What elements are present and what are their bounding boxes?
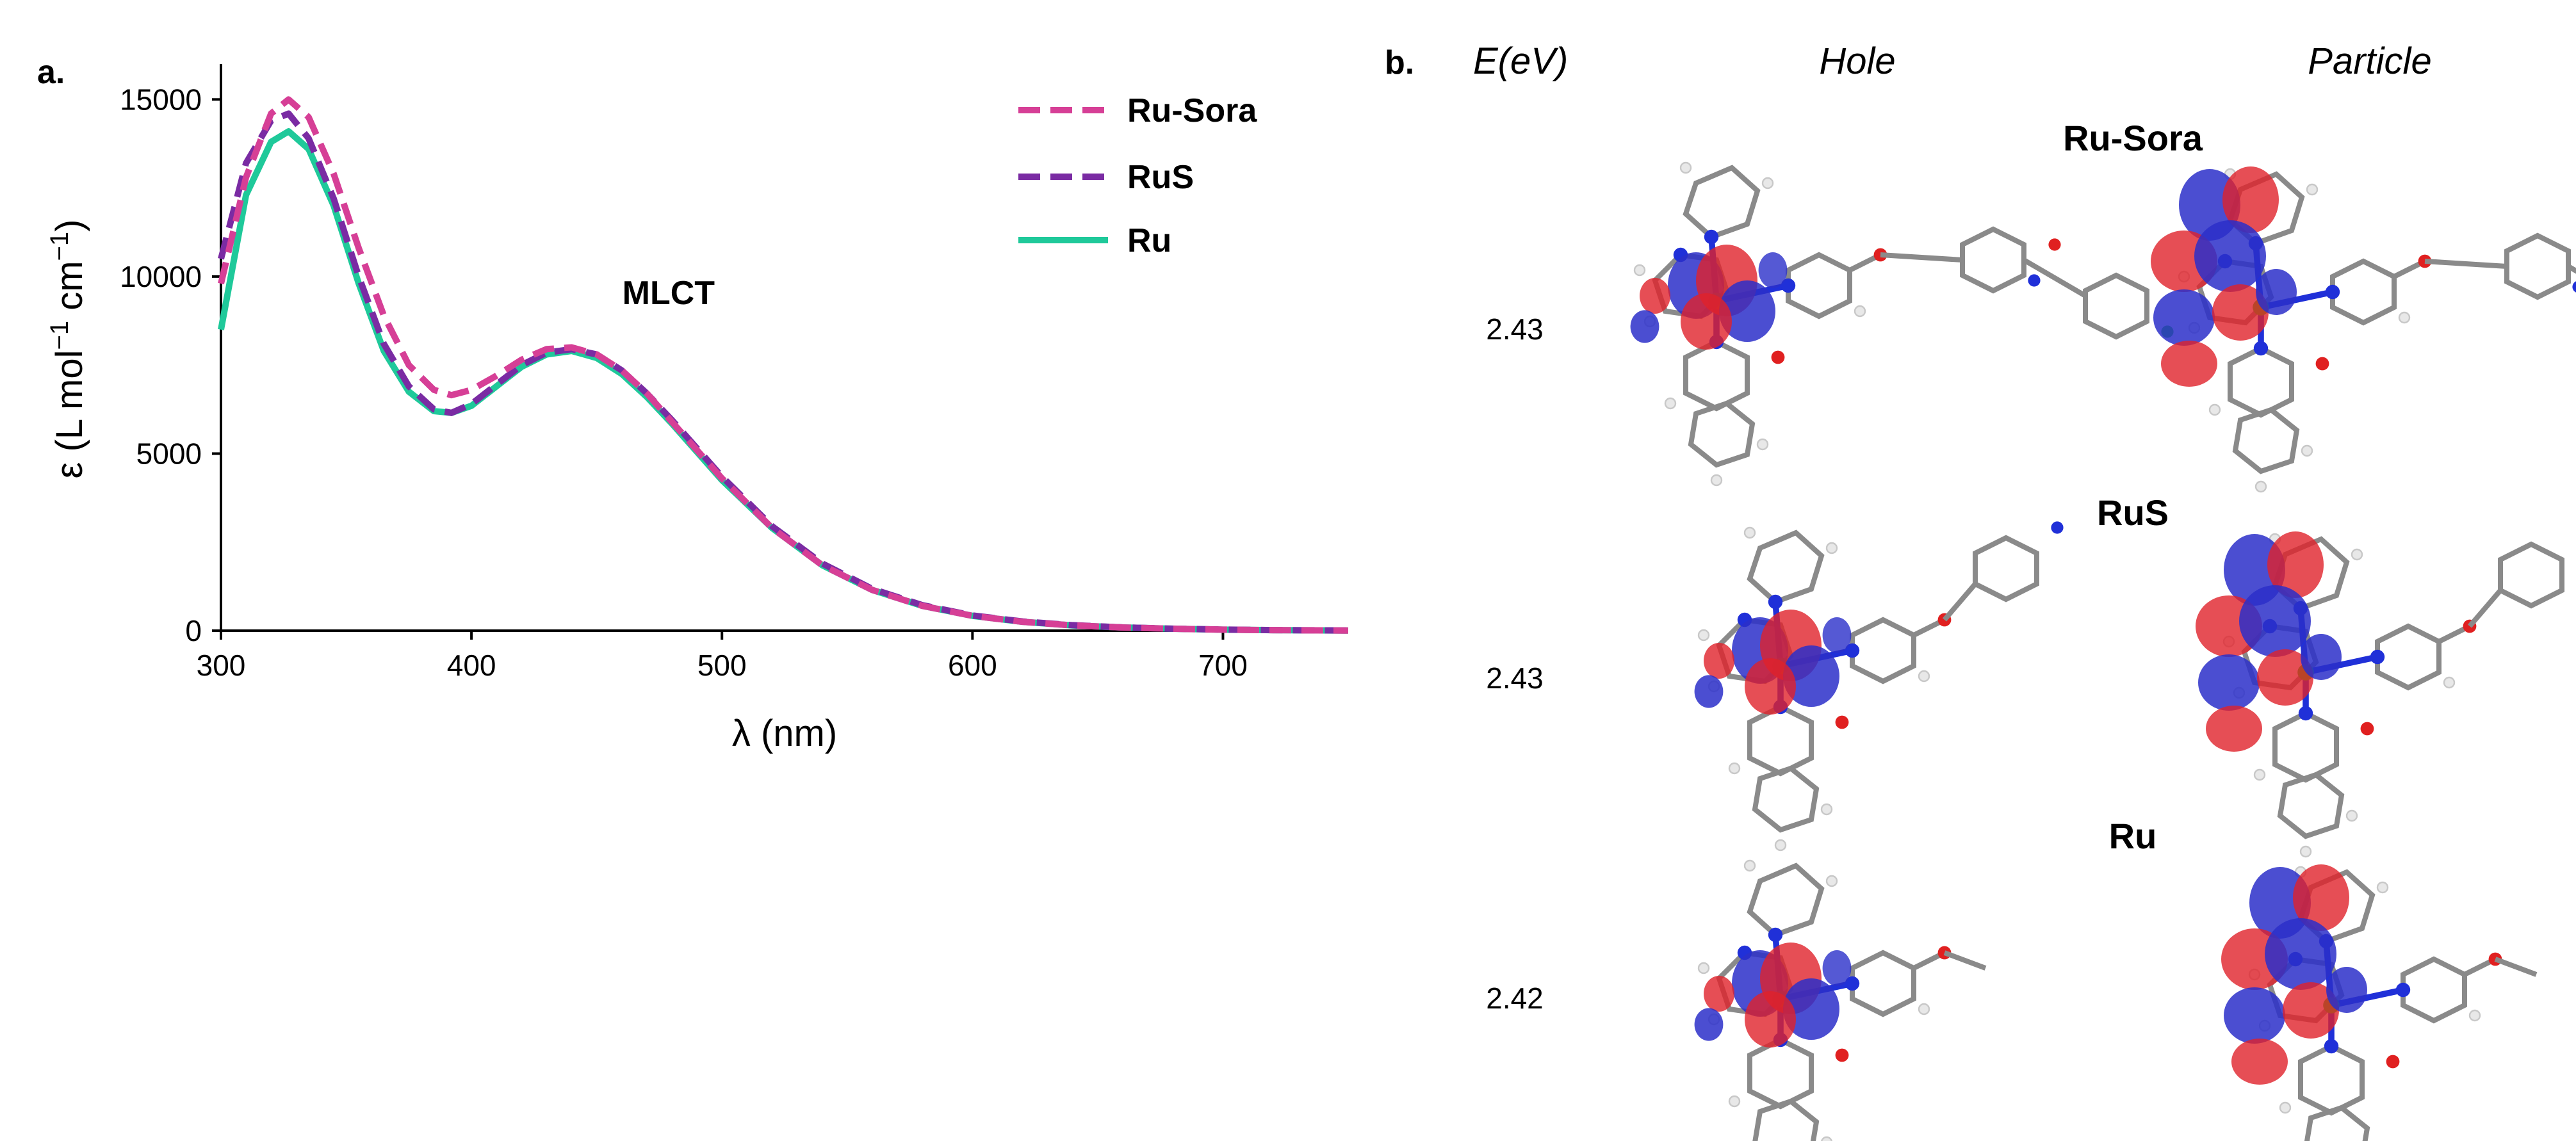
x-tick-label: 500: [697, 649, 747, 682]
series-line-ru: [218, 128, 1349, 634]
hole-header: Hole: [1819, 40, 1895, 82]
series-line-ru-sora: [218, 96, 1349, 634]
x-tick-label: 300: [197, 649, 246, 682]
row-title-rus: RuS: [2097, 492, 2169, 533]
particle-orbital-rus: [2196, 528, 2565, 857]
particle-orbital-ru-sora: [2151, 166, 2576, 492]
legend-label-ru-sora: Ru-Sora: [1127, 92, 1257, 129]
y-axis-label: ε (L mol−1 cm−1): [45, 220, 90, 479]
y-axis-label-main: ε (L mol: [49, 350, 90, 479]
panel-b-label: b.: [1385, 44, 1414, 81]
y-axis-label-end: ): [49, 220, 90, 232]
mlct-annotation: MLCT: [623, 275, 715, 312]
hole-orbital-ru: [1694, 861, 1987, 1141]
hole-orbital-rus: [1694, 521, 2064, 850]
absorption-chart: 0 5000 10000 15000 300 400 500 600 700 ε (L mol…: [45, 64, 1349, 754]
panel-a-label: a.: [37, 54, 65, 91]
legend-label-ru: Ru: [1127, 222, 1171, 259]
energy-ru: 2.42: [1486, 982, 1544, 1015]
y-tick-label: 5000: [136, 437, 202, 470]
y-axis-label-exp2: −1: [45, 232, 74, 261]
legend-label-rus: RuS: [1127, 159, 1194, 196]
y-tick-label: 15000: [120, 83, 202, 116]
y-axis-label-mid: cm: [49, 261, 90, 320]
x-tick-label: 700: [1198, 649, 1248, 682]
x-axis-label: λ (nm): [732, 713, 837, 754]
particle-orbital-ru: [2221, 864, 2538, 1141]
y-axis-label-exp1: −1: [45, 321, 74, 350]
energy-rus: 2.43: [1486, 661, 1544, 695]
row-title-ru-sora: Ru-Sora: [2063, 118, 2203, 158]
hole-orbital-ru-sora: [1630, 163, 2174, 485]
y-tick-label: 10000: [120, 260, 202, 293]
particle-header: Particle: [2308, 40, 2431, 82]
legend: Ru-Sora RuS Ru: [1018, 92, 1257, 259]
x-tick-label: 600: [948, 649, 997, 682]
energy-ru-sora: 2.43: [1486, 312, 1544, 346]
energy-header: E(eV): [1473, 40, 1568, 82]
x-tick-label: 400: [447, 649, 496, 682]
y-tick-label: 0: [185, 614, 202, 647]
row-title-ru: Ru: [2109, 816, 2157, 856]
